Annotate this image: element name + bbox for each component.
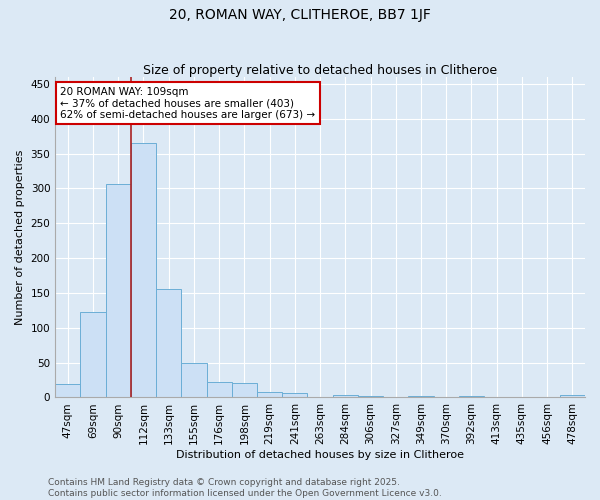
Text: Contains HM Land Registry data © Crown copyright and database right 2025.
Contai: Contains HM Land Registry data © Crown c… (48, 478, 442, 498)
Text: 20, ROMAN WAY, CLITHEROE, BB7 1JF: 20, ROMAN WAY, CLITHEROE, BB7 1JF (169, 8, 431, 22)
Bar (106, 184, 131, 398)
Bar (358, 396, 383, 398)
Title: Size of property relative to detached houses in Clitheroe: Size of property relative to detached ho… (143, 64, 497, 77)
Bar (131, 143, 156, 398)
Bar (332, 394, 358, 398)
Bar (409, 396, 434, 398)
Bar (156, 290, 181, 398)
Bar (206, 382, 232, 398)
Bar (282, 392, 307, 398)
Bar (257, 392, 282, 398)
Bar (80, 312, 106, 398)
Y-axis label: Number of detached properties: Number of detached properties (15, 150, 25, 325)
Bar (181, 364, 206, 398)
Bar (459, 396, 484, 398)
Bar (232, 383, 257, 398)
X-axis label: Distribution of detached houses by size in Clitheroe: Distribution of detached houses by size … (176, 450, 464, 460)
Text: 20 ROMAN WAY: 109sqm
← 37% of detached houses are smaller (403)
62% of semi-deta: 20 ROMAN WAY: 109sqm ← 37% of detached h… (61, 86, 316, 120)
Bar (55, 384, 80, 398)
Bar (560, 396, 585, 398)
